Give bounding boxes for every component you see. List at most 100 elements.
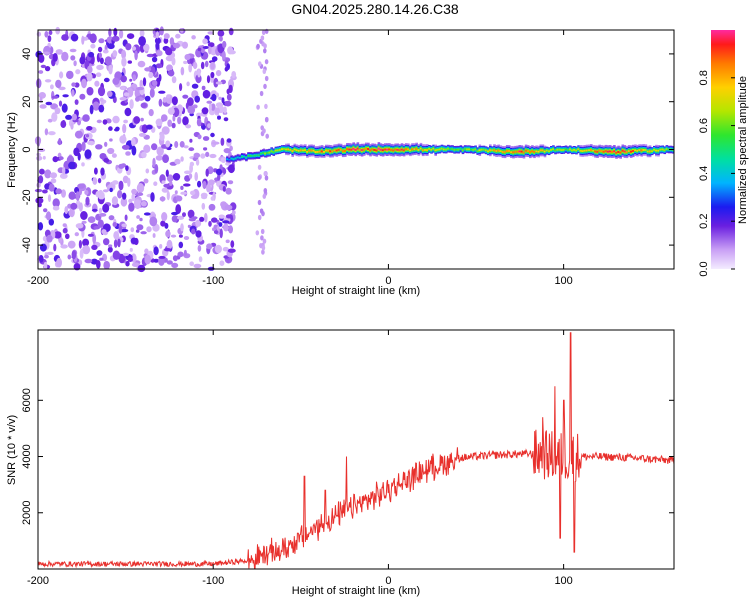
noise-cell [190,190,196,196]
colorbar-tick-label: 0.0 [698,261,710,276]
noise-cell [90,43,96,49]
ridge-cell [360,149,364,152]
noise-cell [206,243,213,250]
noise-cell [35,197,44,204]
noise-cell [38,254,44,263]
noise-cell [58,86,66,91]
noise-cell [231,71,237,79]
ridge-cell [379,148,383,151]
noise-cell [55,79,62,89]
noise-cell [112,50,118,58]
noise-cell [225,187,232,195]
noise-cell [214,244,222,254]
ridge-cell [560,149,564,151]
ridge-cell [541,149,545,152]
noise-cell [219,228,223,239]
noise-cell [208,203,216,211]
noise-cell [144,67,152,72]
ridge-cell [619,151,622,154]
noise-cell [143,43,150,52]
noise-cell [189,161,195,167]
noise-cell [148,109,154,117]
noise-cell [172,115,176,122]
noise-cell [141,151,147,158]
ridge-cell [617,151,620,153]
ridge-cell [255,154,259,157]
noise-cell [192,61,198,70]
noise-cell [205,168,209,177]
ridge-cell [440,147,444,150]
noise-cell [120,75,127,83]
noise-cell [198,256,203,263]
ridge-cell [430,148,433,151]
ridge-cell [318,150,322,153]
ridge-cell [236,156,240,159]
ridge-cell [390,149,393,151]
ridge-cell [392,149,395,152]
noise-cell [179,83,183,92]
noise-cell [264,175,269,181]
noise-cell [140,201,147,207]
noise-cell [196,112,202,118]
noise-cell [122,123,127,134]
noise-cell [67,240,76,249]
noise-cell [74,232,80,237]
noise-cell [170,234,177,238]
noise-cell [111,35,120,42]
noise-cell [152,233,156,238]
noise-cell [47,194,52,202]
noise-cell [226,138,232,143]
noise-cell [166,260,173,265]
noise-cell [202,136,210,141]
ridge-cell [297,149,301,152]
y-tick-label: 2000 [21,501,33,525]
noise-cell [108,126,113,131]
noise-cell [87,65,93,74]
noise-cell [186,81,190,87]
noise-cell [85,134,90,138]
noise-cell [263,188,268,194]
noise-cell [94,167,98,175]
noise-cell [263,43,267,49]
ridge-cell [304,149,307,152]
noise-cell [48,30,53,35]
ridge-cell [505,150,509,152]
noise-cell [231,210,236,215]
noise-cell [160,220,166,227]
noise-cell [125,260,130,267]
noise-cell [144,248,149,254]
ridge-cell [346,148,349,151]
noise-cell [58,138,62,146]
noise-cell [81,220,87,224]
noise-cell [171,96,178,106]
noise-cell [66,70,74,80]
noise-cell [225,239,230,244]
ridge-cell [337,148,341,151]
noise-cell [210,132,215,138]
figure-title: GN04.2025.280.14.26.C38 [291,1,459,17]
ridge-cell [331,150,334,153]
noise-cell [135,229,140,233]
ridge-cell [434,149,437,152]
x-tick-label: 100 [554,575,572,587]
ridge-cell [640,149,643,152]
noise-cell [224,66,229,72]
ridge-cell [665,148,669,150]
noise-cell [211,93,217,102]
noise-cell [69,48,77,53]
noise-cell [263,171,268,177]
y-tick-label: 20 [21,96,33,108]
ridge-cell [493,149,496,152]
spectrogram-y-ticks: -40 -20 0 20 40 [21,48,674,253]
noise-cell [35,155,43,161]
noise-cell [81,162,85,167]
noise-cell [149,88,155,98]
ridge-cell [264,152,267,155]
noise-cell [222,40,227,49]
noise-cell [197,134,202,140]
noise-cell [81,78,87,89]
ridge-cell [508,150,511,152]
noise-cell [152,80,158,87]
noise-cell [227,248,236,253]
noise-cell [120,86,126,91]
